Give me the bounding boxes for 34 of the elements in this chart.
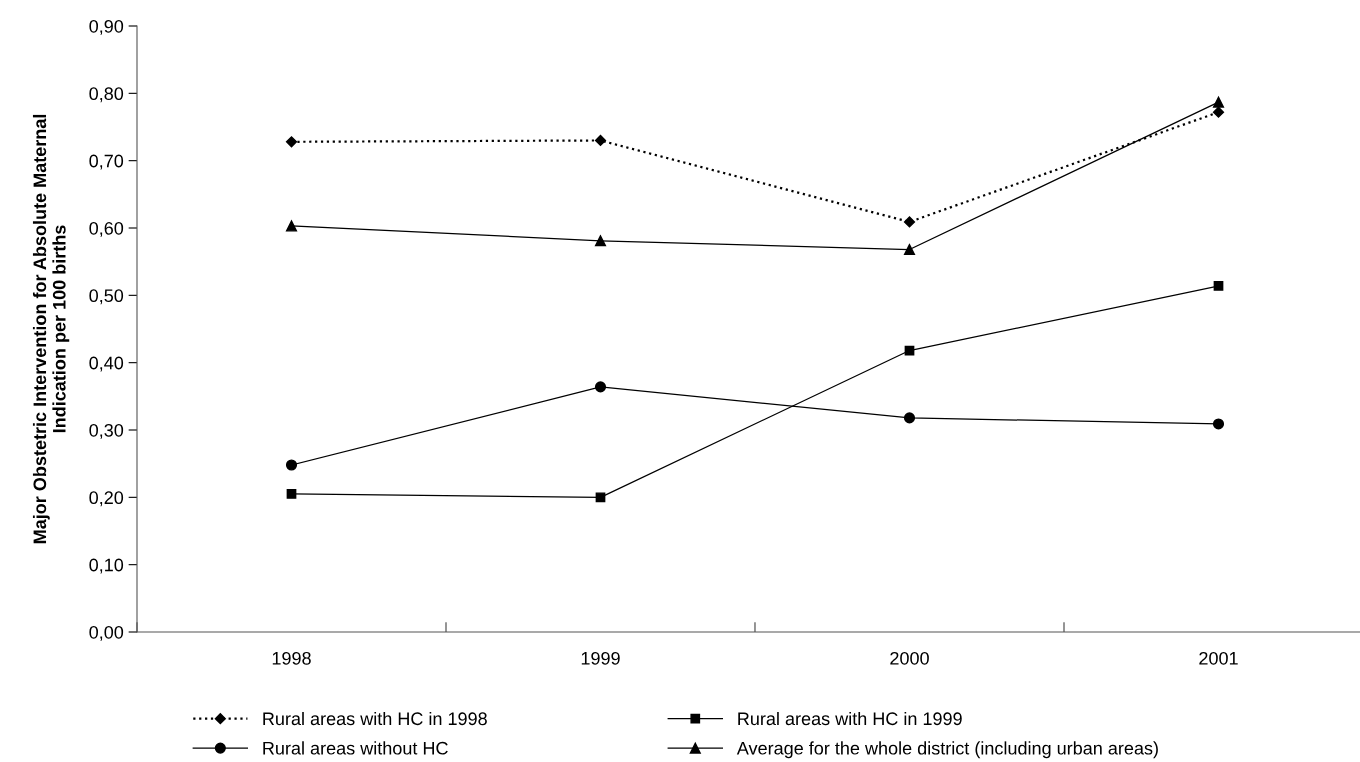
x-tick-label: 2001 <box>1199 651 1238 665</box>
legend-label: Rural areas with HC in 1998 <box>263 711 487 726</box>
y-tick-label: 0,30 <box>89 423 124 439</box>
x-tick-label: 1998 <box>272 651 311 665</box>
point <box>903 216 916 228</box>
legend-label: Rural areas with HC in 1999 <box>738 711 962 726</box>
y-tick-label: 0,60 <box>89 221 124 237</box>
y-tick-label: 0,10 <box>89 558 124 574</box>
point <box>285 459 298 471</box>
y-tick-label: 0,50 <box>89 289 124 305</box>
y-tick-label: 0,20 <box>89 491 124 507</box>
point <box>1212 96 1225 108</box>
point <box>286 489 297 499</box>
y-axis-title: Major Obstetric Intervention for Absolute Maternal Indication per 100 births <box>32 114 70 544</box>
point <box>903 412 916 424</box>
point <box>903 243 916 256</box>
legend-label: Rural areas without HC <box>263 741 448 755</box>
y-tick-label: 0,40 <box>89 356 124 372</box>
y-tick-label: 0,70 <box>89 154 124 170</box>
point <box>594 381 607 393</box>
point <box>285 220 298 232</box>
y-tick-label: 0,90 <box>89 19 124 35</box>
point <box>595 492 606 503</box>
y-tick-label: 0,00 <box>89 625 124 641</box>
point <box>594 235 607 247</box>
point <box>1213 281 1224 291</box>
point <box>285 136 298 148</box>
point <box>1212 106 1225 118</box>
x-tick-label: 2000 <box>890 651 929 665</box>
y-tick-label: 0,80 <box>89 87 124 103</box>
x-tick-label: 1999 <box>581 651 620 665</box>
legend-label: Average for the whole district (including urban areas) <box>736 741 1158 759</box>
point <box>594 134 607 147</box>
point <box>1212 418 1225 430</box>
